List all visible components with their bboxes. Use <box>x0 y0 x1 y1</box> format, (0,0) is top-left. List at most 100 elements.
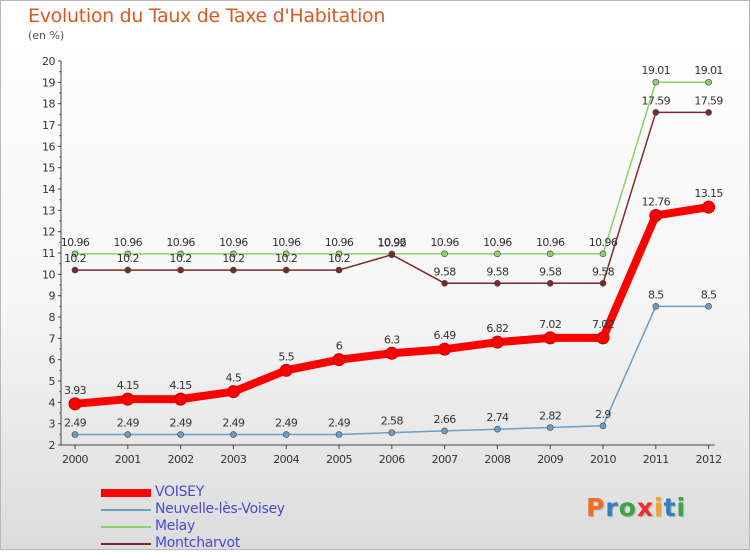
data-label: 13.15 <box>694 187 723 200</box>
data-point <box>388 251 396 259</box>
x-tick-label: 2012 <box>696 453 722 466</box>
data-point <box>438 342 452 356</box>
data-label: 10.96 <box>378 236 407 249</box>
data-label: 2.49 <box>275 417 298 430</box>
x-tick-label: 2003 <box>220 453 246 466</box>
y-tick-label: 16 <box>42 140 55 153</box>
y-tick-label: 7 <box>49 332 56 345</box>
data-label: 7.02 <box>592 318 614 331</box>
data-point <box>282 266 290 274</box>
x-tick-label: 2005 <box>326 453 352 466</box>
data-label: 2.82 <box>539 410 561 423</box>
logo-letter: i <box>654 493 664 522</box>
data-point <box>441 427 448 435</box>
data-label: 4.15 <box>117 379 140 392</box>
y-tick-label: 4 <box>49 396 56 409</box>
y-tick-label: 8 <box>49 311 56 324</box>
data-label: 19.01 <box>694 64 723 77</box>
data-point <box>124 431 132 438</box>
data-label: 2.66 <box>434 413 457 426</box>
data-label: 10.96 <box>430 236 459 249</box>
data-point <box>652 109 660 116</box>
legend-label: Melay <box>155 518 195 534</box>
data-point <box>441 279 448 287</box>
data-point <box>546 250 554 258</box>
legend-swatch <box>101 509 151 511</box>
data-label: 10.92 <box>378 237 407 250</box>
data-point <box>335 250 343 258</box>
logo-letter: r <box>605 493 619 522</box>
data-label: 2.74 <box>486 411 509 424</box>
data-point <box>71 431 79 438</box>
data-label: 6 <box>336 340 343 353</box>
data-label: 3.93 <box>64 384 87 397</box>
data-point <box>230 431 237 438</box>
data-point <box>599 422 607 430</box>
data-point <box>388 429 396 436</box>
data-point <box>494 425 501 433</box>
data-label: 4.15 <box>170 379 193 392</box>
data-point <box>230 250 237 258</box>
data-point <box>494 279 501 287</box>
y-tick-label: 13 <box>42 204 55 217</box>
data-point <box>332 353 346 367</box>
y-tick-label: 10 <box>42 268 55 281</box>
data-label: 8.5 <box>648 288 664 301</box>
data-label: 6.49 <box>434 329 457 342</box>
legend-label: Neuvelle-lès-Voisey <box>155 501 285 517</box>
legend-label: VOISEY <box>155 484 204 500</box>
y-tick-label: 14 <box>42 183 55 196</box>
data-point <box>335 431 343 438</box>
x-tick-label: 2007 <box>432 453 458 466</box>
y-tick-label: 2 <box>49 439 56 452</box>
data-label: 10.2 <box>328 252 350 265</box>
chart-subtitle: (en %) <box>28 29 65 42</box>
legend-swatch <box>101 526 151 528</box>
data-label: 9.58 <box>434 265 457 278</box>
data-point <box>230 266 237 274</box>
x-tick-label: 2006 <box>379 453 405 466</box>
data-point <box>441 250 448 258</box>
y-tick-label: 18 <box>42 98 55 111</box>
data-label: 2.58 <box>381 415 404 428</box>
data-point <box>599 250 607 258</box>
data-label: 2.9 <box>595 408 611 421</box>
chart-title: Evolution du Taux de Taxe d'Habitation <box>28 5 386 27</box>
data-label: 4.5 <box>226 372 242 385</box>
data-point <box>543 331 557 345</box>
data-label: 7.02 <box>539 318 561 331</box>
y-tick-label: 12 <box>42 226 55 239</box>
data-label: 10.96 <box>325 236 354 249</box>
data-label: 2.49 <box>222 417 245 430</box>
data-label: 2.49 <box>64 417 87 430</box>
data-point <box>705 109 712 116</box>
legend-label: Montcharvot <box>155 535 240 551</box>
data-label: 10.96 <box>166 236 195 249</box>
y-tick-label: 20 <box>42 55 55 68</box>
logo-letter: P <box>586 493 606 522</box>
data-point <box>494 250 501 258</box>
x-tick-label: 2004 <box>273 453 299 466</box>
data-label: 6.3 <box>384 333 400 346</box>
data-label: 2.49 <box>170 417 193 430</box>
data-point <box>490 335 504 349</box>
data-label: 17.59 <box>642 94 671 107</box>
data-label: 19.01 <box>642 64 671 77</box>
data-point <box>546 279 554 287</box>
data-point <box>546 424 554 431</box>
data-point <box>705 78 712 86</box>
data-label: 6.82 <box>486 322 508 335</box>
y-tick-label: 19 <box>42 76 55 89</box>
data-label: 2.49 <box>328 417 351 430</box>
data-point <box>649 208 663 222</box>
y-tick-label: 17 <box>42 119 55 132</box>
data-label: 9.58 <box>486 265 509 278</box>
data-point <box>282 431 290 438</box>
data-point <box>71 250 79 258</box>
logo-letter: x <box>636 493 654 522</box>
axes: 2 3 4 5 6 7 8 9 10 11 12 13 14 15 16 17 18 19 20 2000 2001 20… <box>42 55 722 466</box>
x-tick-label: 2001 <box>115 453 141 466</box>
data-label: 10.96 <box>589 236 618 249</box>
